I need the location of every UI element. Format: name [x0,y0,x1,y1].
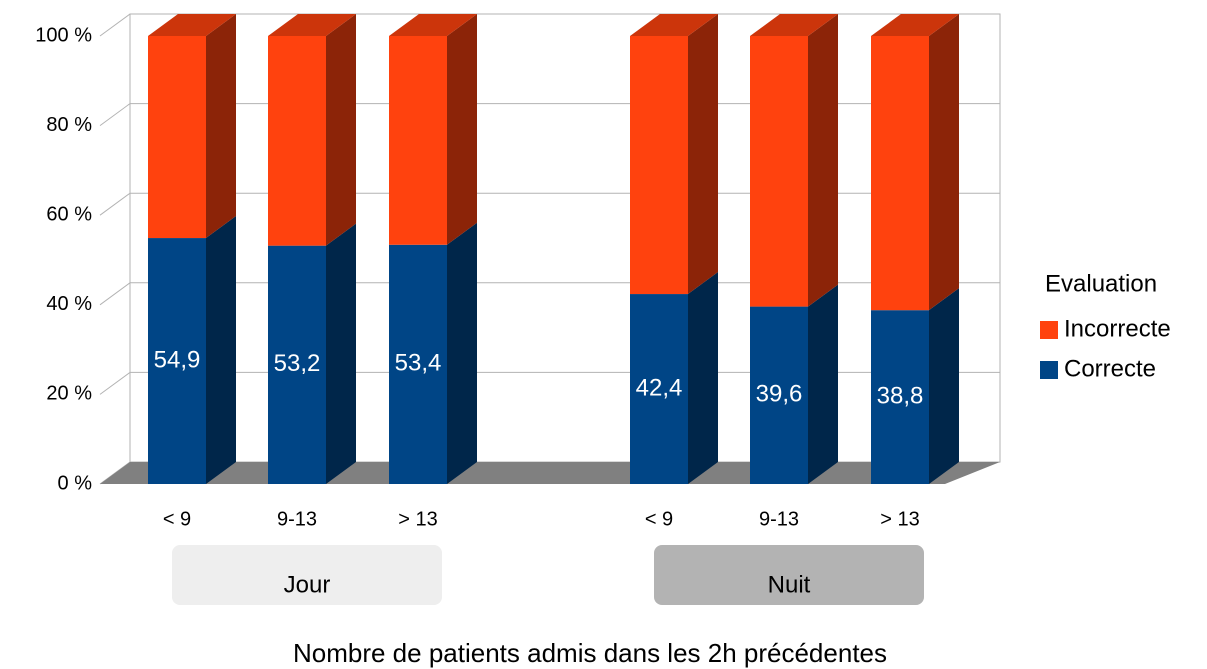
x-tick-label: > 13 [880,508,919,530]
value-label: 39,6 [756,381,803,408]
bar-side [929,288,959,484]
y-tick-label: 0 % [58,472,93,494]
bar-side [206,14,236,239]
value-label: 53,2 [274,350,321,377]
bar-top [630,14,718,36]
bar-side [688,14,718,295]
x-tick-label: 9-13 [759,508,799,530]
bar-side [929,14,959,311]
bar-top [750,14,838,36]
bar [268,245,326,484]
bar [750,36,808,307]
group-label: Nuit [768,571,811,598]
legend-swatch [1040,361,1058,379]
bar-side [326,223,356,484]
bar-side [447,222,477,484]
bar [389,244,447,484]
bar-top [389,14,477,36]
value-label: 53,4 [395,350,442,377]
y-tick-label: 80 % [46,114,92,136]
bar-side [688,272,718,484]
bar [268,36,326,246]
bar-side [447,14,477,245]
bar [630,294,688,484]
bar [871,36,929,311]
bar [630,36,688,295]
x-axis-title: Nombre de patients admis dans les 2h pré… [293,638,887,668]
legend-label: Incorrecte [1064,315,1171,342]
value-label: 38,8 [877,382,924,409]
value-label: 42,4 [636,374,683,401]
bar [389,36,447,245]
group-box [172,545,442,605]
bar [148,238,206,484]
y-tick-label: 100 % [35,24,92,46]
back-wall [129,13,1001,463]
x-tick-label: < 9 [645,508,673,530]
legend-title: Evaluation [1045,270,1157,297]
legend-swatch [1040,321,1058,339]
bar-top [871,14,959,36]
bar-side [808,284,838,484]
bar-side [326,14,356,246]
bar-top [268,14,356,36]
x-tick-label: 9-13 [277,508,317,530]
value-label: 54,9 [154,346,201,373]
bar [871,310,929,484]
bar-side [206,216,236,484]
bar-top [148,14,236,36]
group-box [654,545,924,605]
bar [750,306,808,484]
bar-side [808,14,838,307]
legend-label: Correcte [1064,355,1156,382]
floor [100,462,1000,484]
group-label: Jour [284,571,331,598]
x-tick-label: < 9 [163,508,191,530]
bar [148,36,206,239]
y-tick-label: 20 % [46,383,92,405]
y-tick-label: 40 % [46,293,92,315]
x-tick-label: > 13 [398,508,437,530]
y-tick-label: 60 % [46,203,92,225]
